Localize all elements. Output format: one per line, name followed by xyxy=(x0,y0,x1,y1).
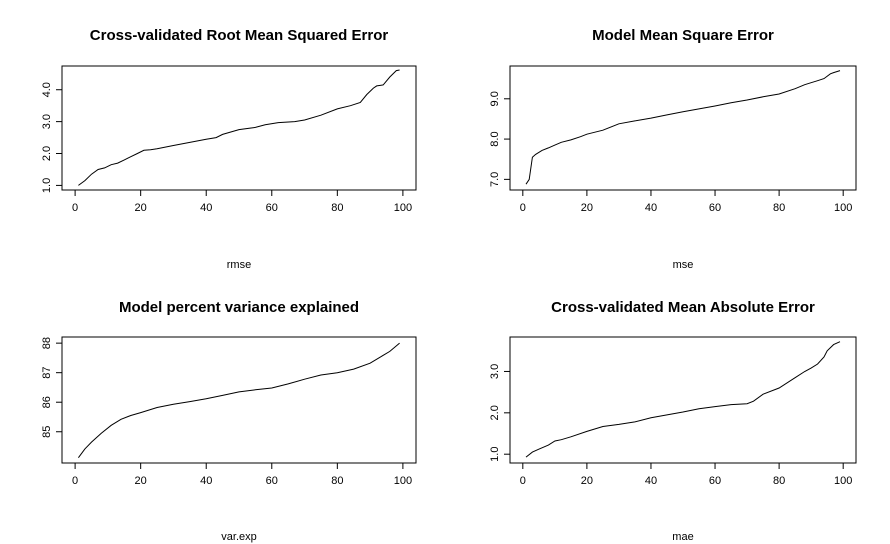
x-tick-label: 40 xyxy=(200,475,212,487)
x-tick-label: 80 xyxy=(331,475,343,487)
y-tick-label: 7.0 xyxy=(489,172,501,187)
y-tick-label: 3.0 xyxy=(489,364,501,379)
y-tick-label: 1.0 xyxy=(41,178,53,193)
x-tick-label: 0 xyxy=(72,202,78,214)
chart-title: Cross-validated Mean Absolute Error xyxy=(551,299,815,316)
series-line-1 xyxy=(525,341,841,458)
x-tick-label: 0 xyxy=(520,475,526,487)
plot-frame xyxy=(509,336,857,464)
chart-panel-1: Cross-validated Root Mean Squared Error 0… xyxy=(41,27,417,271)
plot-frame xyxy=(61,336,417,464)
y-tick-label: 86 xyxy=(41,396,53,408)
x-axis-label: mse xyxy=(673,259,694,271)
plot-frame xyxy=(61,65,417,191)
y-tick-label: 1.0 xyxy=(489,447,501,462)
x-tick-label: 60 xyxy=(709,475,721,487)
x-tick-label: 40 xyxy=(645,202,657,214)
x-tick-label: 20 xyxy=(135,202,147,214)
plot-frame xyxy=(509,65,857,191)
x-axis-label: rmse xyxy=(227,259,251,271)
x-tick-label: 60 xyxy=(266,202,278,214)
x-axis-label: var.exp xyxy=(221,531,256,543)
y-tick-label: 3.0 xyxy=(41,114,53,129)
x-tick-label: 100 xyxy=(834,475,852,487)
y-tick-label: 4.0 xyxy=(41,82,53,97)
y-tick-label: 2.0 xyxy=(41,146,53,161)
series-line-1 xyxy=(78,69,400,186)
chart-panel-2: Model Mean Square Error 0 20 40 60 80 100 7.0 8.… xyxy=(489,27,857,271)
x-tick-label: 80 xyxy=(773,202,785,214)
x-tick-label: 20 xyxy=(581,202,593,214)
x-tick-label: 100 xyxy=(834,202,852,214)
x-tick-label: 60 xyxy=(266,475,278,487)
y-tick-label: 8.0 xyxy=(489,131,501,146)
chart-panel-4: Cross-validated Mean Absolute Error 0 20 40… xyxy=(489,299,857,543)
chart-title: Model Mean Square Error xyxy=(592,27,774,44)
x-tick-label: 20 xyxy=(581,475,593,487)
x-tick-label: 80 xyxy=(331,202,343,214)
x-tick-label: 0 xyxy=(520,202,526,214)
x-axis-label: mae xyxy=(672,531,693,543)
x-tick-label: 40 xyxy=(645,475,657,487)
x-tick-label: 40 xyxy=(200,202,212,214)
y-tick-label: 9.0 xyxy=(489,91,501,106)
x-tick-label: 100 xyxy=(394,475,412,487)
y-tick-label: 88 xyxy=(41,337,53,349)
y-tick-label: 85 xyxy=(41,426,53,438)
y-tick-label: 2.0 xyxy=(489,405,501,420)
x-tick-label: 80 xyxy=(773,475,785,487)
chart-panel-3: Model percent variance explained 0 20 40 60 8… xyxy=(41,299,417,543)
series-line-1 xyxy=(77,342,400,458)
x-tick-label: 100 xyxy=(394,202,412,214)
chart-title: Cross-validated Root Mean Squared Error xyxy=(90,27,389,44)
x-tick-label: 60 xyxy=(709,202,721,214)
y-tick-label: 87 xyxy=(41,367,53,379)
x-tick-label: 0 xyxy=(72,475,78,487)
series-line-1 xyxy=(525,70,841,185)
chart-title: Model percent variance explained xyxy=(119,299,359,316)
x-tick-label: 20 xyxy=(135,475,147,487)
